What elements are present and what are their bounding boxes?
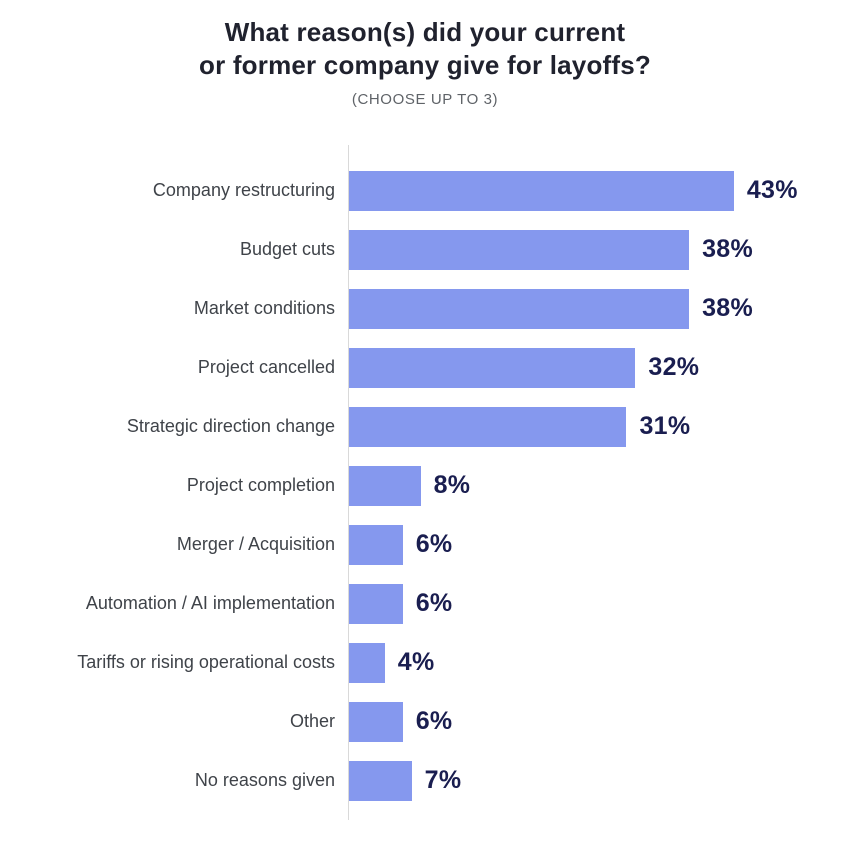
category-label: Tariffs or rising operational costs xyxy=(77,652,335,672)
value-label: 8% xyxy=(433,471,471,499)
bar-area: 31% xyxy=(349,397,850,456)
bar-row: Tariffs or rising operational costs 4% xyxy=(0,633,850,692)
bar-area: 38% xyxy=(349,220,850,279)
bar-area: 38% xyxy=(349,279,850,338)
category-label: Market conditions xyxy=(193,298,335,318)
bar-area: 6% xyxy=(349,515,850,574)
bar-row: No reasons given 7% xyxy=(0,751,850,810)
bar xyxy=(349,701,403,742)
bar-row: Project completion 8% xyxy=(0,456,850,515)
bar xyxy=(349,229,690,270)
value-label: 4% xyxy=(397,648,435,676)
bar-area: 7% xyxy=(349,751,850,810)
bar-area: 4% xyxy=(349,633,850,692)
value-label: 38% xyxy=(702,294,754,322)
bar-row: Budget cuts 38% xyxy=(0,220,850,279)
bar xyxy=(349,760,412,801)
bar-row: Project cancelled 32% xyxy=(0,338,850,397)
bar xyxy=(349,642,385,683)
category-label: Budget cuts xyxy=(239,239,335,259)
bar-area: 6% xyxy=(349,574,850,633)
bar xyxy=(349,288,690,329)
bar-rows: Company restructuring 43% Budget cuts 38% Ma… xyxy=(0,161,850,810)
bar xyxy=(349,524,403,565)
chart-title-line-2: or former company give for layoffs? xyxy=(199,50,651,80)
category-label: Automation / AI implementation xyxy=(85,593,335,613)
value-label: 7% xyxy=(424,766,462,794)
bar-row: Automation / AI implementation 6% xyxy=(0,574,850,633)
chart-title: What reason(s) did your current or former… xyxy=(0,16,850,82)
bar xyxy=(349,465,421,506)
chart-header: What reason(s) did your current or former… xyxy=(0,0,850,108)
bar-row: Strategic direction change 31% xyxy=(0,397,850,456)
bar-row: Market conditions 38% xyxy=(0,279,850,338)
value-label: 6% xyxy=(415,707,453,735)
value-label: 31% xyxy=(639,412,691,440)
chart-subtitle: (CHOOSE UP TO 3) xyxy=(351,91,499,108)
chart-title-line-1: What reason(s) did your current xyxy=(224,17,626,47)
category-label: Merger / Acquisition xyxy=(176,534,335,554)
bar-area: 32% xyxy=(349,338,850,397)
bar-area: 43% xyxy=(349,161,850,220)
bar-area: 8% xyxy=(349,456,850,515)
bar-chart: Company restructuring 43% Budget cuts 38% Ma… xyxy=(0,145,850,820)
category-label: Strategic direction change xyxy=(126,416,335,436)
bar xyxy=(349,170,734,211)
bar-row: Other 6% xyxy=(0,692,850,751)
value-label: 32% xyxy=(648,353,700,381)
bar-area: 6% xyxy=(349,692,850,751)
bar xyxy=(349,583,403,624)
bar xyxy=(349,347,636,388)
category-label: Company restructuring xyxy=(152,180,335,200)
y-axis-line xyxy=(348,145,349,820)
category-label: Project completion xyxy=(186,475,335,495)
bar-row: Merger / Acquisition 6% xyxy=(0,515,850,574)
bar-row: Company restructuring 43% xyxy=(0,161,850,220)
bar xyxy=(349,406,627,447)
category-label: Project cancelled xyxy=(197,357,335,377)
category-label: No reasons given xyxy=(194,770,335,790)
value-label: 38% xyxy=(702,235,754,263)
value-label: 6% xyxy=(415,589,453,617)
category-label: Other xyxy=(289,711,335,731)
value-label: 43% xyxy=(746,176,798,204)
value-label: 6% xyxy=(415,530,453,558)
